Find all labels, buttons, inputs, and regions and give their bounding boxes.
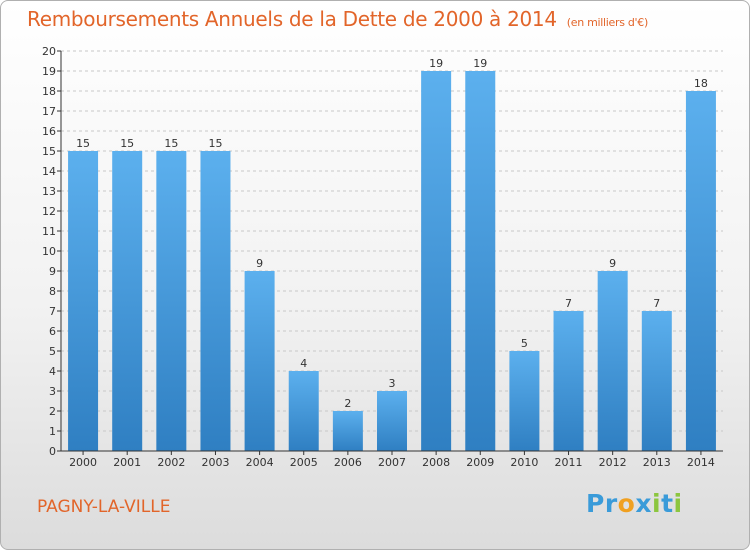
y-tick-label: 15: [42, 145, 56, 158]
logo-letter: r: [604, 489, 618, 518]
x-tick-label: 2002: [157, 456, 185, 469]
y-tick-label: 9: [49, 265, 56, 278]
x-tick-label: 2008: [422, 456, 450, 469]
y-tick-label: 0: [49, 445, 56, 458]
y-tick-label: 8: [49, 285, 56, 298]
bar-value-label: 9: [256, 257, 263, 270]
bar-value-label: 15: [208, 137, 222, 150]
bar-value-label: 15: [76, 137, 90, 150]
chart-title-text: Remboursements Annuels de la Dette de 20…: [27, 7, 557, 31]
bar-value-label: 19: [429, 57, 443, 70]
x-tick-label: 2000: [69, 456, 97, 469]
logo-letter: x: [635, 489, 652, 518]
y-tick-label: 7: [49, 305, 56, 318]
bar: [112, 151, 143, 451]
x-tick-label: 2011: [555, 456, 583, 469]
bar: [421, 71, 452, 451]
x-tick-label: 2001: [113, 456, 141, 469]
bar: [509, 351, 540, 451]
y-tick-label: 1: [49, 425, 56, 438]
x-tick-label: 2006: [334, 456, 362, 469]
bar: [156, 151, 187, 451]
bar-value-label: 4: [300, 357, 307, 370]
bar-value-label: 18: [694, 77, 708, 90]
bar: [68, 151, 99, 451]
bar-value-label: 15: [164, 137, 178, 150]
y-tick-label: 14: [42, 165, 56, 178]
bar-value-label: 3: [389, 377, 396, 390]
y-tick-label: 16: [42, 125, 56, 138]
bar: [553, 311, 584, 451]
proxiti-logo[interactable]: Proxiti: [586, 489, 683, 518]
x-tick-label: 2004: [246, 456, 274, 469]
bar: [377, 391, 407, 451]
logo-letter: P: [586, 489, 605, 518]
bar-value-label: 7: [565, 297, 572, 310]
y-tick-label: 5: [49, 345, 56, 358]
bar: [597, 271, 628, 451]
y-tick-label: 6: [49, 325, 56, 338]
chart-title: Remboursements Annuels de la Dette de 20…: [27, 7, 648, 31]
y-tick-label: 11: [42, 225, 56, 238]
data-labels: 15 15 15 15 9 4 2 3 19 19 5 7 9 7 18: [76, 57, 708, 410]
x-tick-label: 2009: [466, 456, 494, 469]
bar-value-label: 7: [653, 297, 660, 310]
bar-value-label: 5: [521, 337, 528, 350]
x-tick-label: 2013: [643, 456, 671, 469]
x-tick-label: 2014: [687, 456, 715, 469]
y-tick-label: 3: [49, 385, 56, 398]
x-tick-label: 2007: [378, 456, 406, 469]
y-tick-label: 17: [42, 105, 56, 118]
y-tick-label: 12: [42, 205, 56, 218]
y-tick-label: 2: [49, 405, 56, 418]
bar: [200, 151, 231, 451]
bar-value-label: 19: [473, 57, 487, 70]
y-tick-label: 19: [42, 65, 56, 78]
y-tick-label: 20: [42, 45, 56, 58]
bars: [68, 71, 716, 451]
bar: [244, 271, 275, 451]
y-tick-label: 10: [42, 245, 56, 258]
y-tick-label: 18: [42, 85, 56, 98]
logo-letter: i: [652, 489, 662, 518]
bar: [288, 371, 319, 451]
logo-letter: o: [617, 489, 636, 518]
y-tick-label: 13: [42, 185, 56, 198]
logo-letter: t: [661, 489, 674, 518]
x-tick-label: 2012: [599, 456, 627, 469]
x-tick-label: 2003: [201, 456, 229, 469]
bar-value-label: 2: [344, 397, 351, 410]
y-tick-label: 4: [49, 365, 56, 378]
x-tick-label: 2010: [510, 456, 538, 469]
commune-name: PAGNY-LA-VILLE: [37, 497, 171, 517]
bar: [641, 311, 672, 451]
bar: [332, 411, 363, 451]
bar: [465, 71, 496, 451]
chart-unit: (en milliers d'€): [566, 16, 648, 29]
bar-value-label: 15: [120, 137, 134, 150]
bar: [685, 91, 716, 451]
x-tick-label: 2005: [290, 456, 318, 469]
logo-letter: i: [673, 489, 683, 518]
bar-value-label: 9: [609, 257, 616, 270]
